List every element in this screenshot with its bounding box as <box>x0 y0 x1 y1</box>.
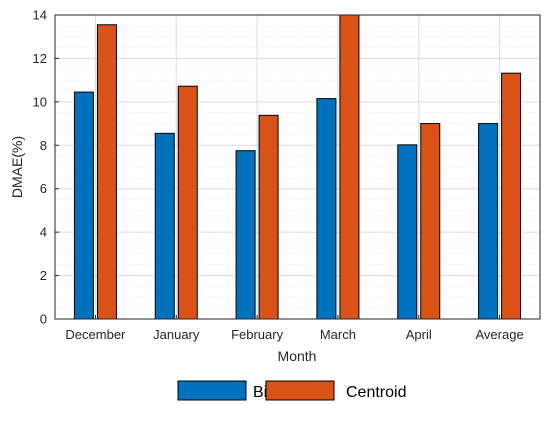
y-axis-title: DMAE(%) <box>9 136 25 198</box>
legend: BisectorCentroid <box>177 380 406 401</box>
x-tick-labels: December January February March April Average <box>65 315 524 342</box>
x-tick-label: March <box>320 327 356 342</box>
bar-centroid-average <box>501 72 522 320</box>
bar-centroid-april <box>420 123 441 320</box>
bar-centroid-january <box>177 85 198 320</box>
y-tick-label: 12 <box>33 51 47 66</box>
bar-bisector-march <box>316 98 337 320</box>
x-tick-label: February <box>231 327 284 342</box>
x-tick-label: Average <box>475 327 523 342</box>
legend-label-centroid: Centroid <box>346 384 406 401</box>
y-tick-label: 8 <box>40 138 47 153</box>
y-tick-label: 10 <box>33 94 47 109</box>
bar-bisector-average <box>478 123 499 320</box>
grid-lines <box>55 15 540 319</box>
bar-centroid-march <box>339 14 360 320</box>
y-tick-labels: 0 2 4 6 8 10 12 14 <box>33 8 59 327</box>
bar-bisector-april <box>397 144 418 320</box>
y-tick-label: 14 <box>33 8 47 23</box>
legend-swatch-bisector <box>177 380 247 401</box>
plot-frame <box>54 14 541 320</box>
bar-bisector-january <box>154 132 175 320</box>
y-tick-label: 0 <box>40 312 47 327</box>
x-axis-title: Month <box>278 348 317 364</box>
legend-swatch-centroid <box>265 380 335 401</box>
x-tick-label: April <box>406 327 432 342</box>
x-tick-label: January <box>153 327 200 342</box>
y-tick-label: 2 <box>40 268 47 283</box>
y-tick-label: 6 <box>40 181 47 196</box>
bar-centroid-february <box>258 114 279 320</box>
bar-bisector-december <box>73 91 94 320</box>
bar-centroid-december <box>96 24 117 320</box>
y-tick-label: 4 <box>40 225 47 240</box>
x-tick-label: December <box>65 327 126 342</box>
bar-bisector-february <box>235 150 256 320</box>
plot-area <box>55 15 540 319</box>
